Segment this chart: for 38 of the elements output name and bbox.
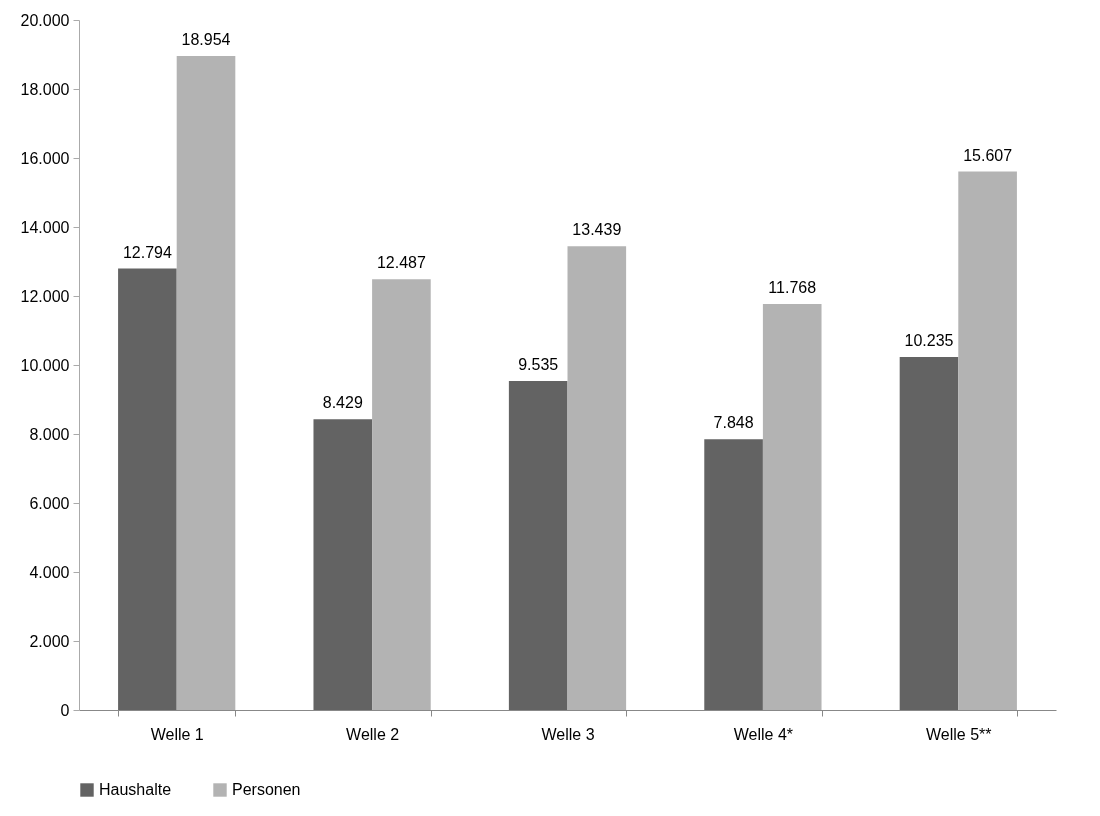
bar <box>958 171 1017 710</box>
data-label: 11.768 <box>768 279 817 296</box>
bar <box>899 356 959 710</box>
x-tick-label: Welle 5** <box>926 725 992 743</box>
data-label: 12.487 <box>376 254 426 272</box>
y-tick-label: 8.000 <box>29 425 70 443</box>
data-label: 9.535 <box>518 356 559 374</box>
y-tick-label: 12.000 <box>20 287 70 305</box>
bar <box>118 268 177 710</box>
y-tick-label: 4.000 <box>29 563 70 581</box>
y-tick-label: 2.000 <box>29 632 70 650</box>
x-tick-label: Welle 3 <box>541 725 595 743</box>
data-label: 10.235 <box>904 331 954 349</box>
y-tick-label: 0 <box>60 701 70 719</box>
data-label: 13.439 <box>572 221 622 239</box>
x-tick-label: Welle 1 <box>150 725 204 743</box>
data-label: 12.794 <box>122 243 172 261</box>
y-tick-label: 6.000 <box>29 494 70 512</box>
x-tick-label: Welle 2 <box>346 725 400 743</box>
y-tick-label: 18.000 <box>20 80 70 98</box>
legend-label: Haushalte <box>99 781 172 798</box>
bar <box>372 279 431 710</box>
bar <box>508 381 568 710</box>
bar <box>704 439 763 710</box>
bar <box>567 246 627 710</box>
x-tick-label: Welle 4* <box>733 725 794 743</box>
bar <box>176 56 236 710</box>
data-label: 7.848 <box>713 414 754 432</box>
bar <box>762 304 822 710</box>
y-tick-label: 14.000 <box>20 218 70 236</box>
legend-label: Personen <box>232 781 301 798</box>
y-tick-label: 10.000 <box>20 356 70 374</box>
y-tick-label: 20.000 <box>20 11 70 29</box>
bar <box>313 419 373 710</box>
data-label: 8.429 <box>322 394 363 412</box>
data-label: 18.954 <box>181 31 231 49</box>
data-label: 15.607 <box>963 146 1013 164</box>
y-tick-label: 16.000 <box>20 149 70 167</box>
